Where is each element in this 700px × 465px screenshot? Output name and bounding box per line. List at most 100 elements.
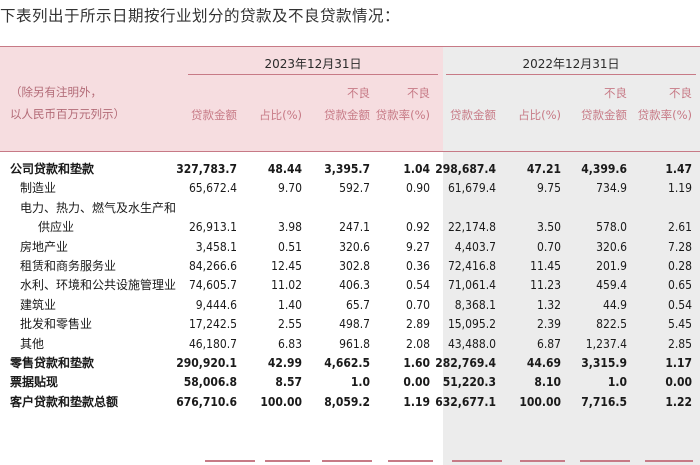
- row-value: 0.00: [403, 375, 430, 390]
- row-value: 44.9: [602, 297, 627, 312]
- row-value: 8,368.1: [454, 297, 496, 312]
- row-value: 51,220.3: [442, 375, 496, 390]
- period-2022: 2022年12月31日: [522, 57, 620, 71]
- row-value: 9.70: [277, 181, 302, 196]
- row-value: 65,672.4: [188, 181, 237, 196]
- row-value: 44.69: [526, 356, 561, 370]
- table-row: 零售贷款和垫款 290,920.1 42.99 4,662.5 1.60 282,769.…: [0, 354, 700, 373]
- row-label: 供应业: [38, 220, 75, 235]
- period-rule-2023: [188, 74, 438, 75]
- total-underline: [645, 460, 693, 462]
- row-value: 290,920.1: [176, 356, 237, 370]
- table-row: 公司贷款和垫款 327,783.7 48.44 3,395.7 1.04 298,687.…: [0, 160, 700, 179]
- column-header-line1: 不良: [669, 86, 692, 100]
- column-header-line2: 贷款金额: [191, 108, 237, 122]
- row-value: 17,242.5: [188, 317, 237, 332]
- row-value: 1.04: [403, 162, 430, 176]
- row-value: 3,315.9: [581, 356, 627, 370]
- row-value: 498.7: [339, 317, 370, 332]
- row-value: 201.9: [596, 259, 627, 273]
- table-row: 其他 46,180.7 6.83 961.8 2.08 43,488.0 6.87 1,237…: [0, 335, 700, 354]
- row-value: 15,095.2: [447, 317, 496, 332]
- row-value: 459.4: [596, 278, 627, 293]
- row-value: 11.45: [530, 259, 561, 273]
- row-value: 9.75: [536, 181, 561, 196]
- period-rule-2022: [446, 74, 696, 75]
- table-row: 批发和零售业 17,242.5 2.55 498.7 2.89 15,095.2 2.39 8…: [0, 315, 700, 334]
- row-value: 5.45: [667, 317, 692, 332]
- row-value: 1.19: [403, 394, 430, 409]
- row-value: 247.1: [339, 220, 370, 235]
- row-value: 3.98: [277, 220, 302, 235]
- row-value: 1.47: [665, 162, 692, 176]
- row-value: 2.55: [277, 317, 302, 332]
- row-value: 822.5: [596, 317, 627, 332]
- table-top-rule: [0, 46, 700, 47]
- row-value: 2.89: [405, 317, 430, 332]
- column-header-line1: 不良: [347, 86, 370, 100]
- row-value: 2.08: [405, 336, 430, 351]
- row-value: 58,006.8: [183, 375, 237, 390]
- column-header-line2: 占比(%): [259, 108, 302, 122]
- total-underline: [580, 460, 630, 462]
- row-value: 1,237.4: [585, 336, 627, 351]
- row-label: 客户贷款和垫款总额: [10, 394, 119, 409]
- table-row: 水利、环境和公共设施管理业 74,605.7 11.02 406.3 0.54 71,06…: [0, 276, 700, 295]
- row-value: 0.70: [536, 239, 561, 254]
- row-value: 8.10: [534, 375, 561, 390]
- table-row: 供应业 26,913.1 3.98 247.1 0.92 22,174.8 3.50 578.…: [0, 218, 700, 237]
- row-value: 6.87: [536, 336, 561, 351]
- row-value: 320.6: [339, 239, 370, 254]
- column-header-line2: 贷款率(%): [375, 108, 430, 122]
- row-label: 房地产业: [20, 239, 69, 254]
- row-value: 0.65: [667, 278, 692, 293]
- row-value: 0.54: [667, 297, 692, 312]
- table-row: 房地产业 3,458.1 0.51 320.6 9.27 4,403.7 0.70 320.6…: [0, 238, 700, 257]
- row-label: 批发和零售业: [20, 317, 93, 332]
- row-value: 72,416.8: [447, 259, 496, 273]
- row-value: 100.00: [260, 394, 302, 409]
- column-header-line2: 贷款率(%): [637, 108, 692, 122]
- row-value: 0.51: [277, 239, 302, 254]
- row-value: 0.36: [405, 259, 430, 273]
- row-value: 2.85: [667, 336, 692, 351]
- header-background: [0, 46, 443, 152]
- row-value: 320.6: [596, 239, 627, 254]
- total-underline: [520, 460, 565, 462]
- row-value: 1.22: [665, 394, 692, 409]
- column-header-line2: 贷款金额: [581, 108, 627, 122]
- row-value: 1.0: [607, 375, 627, 390]
- row-value: 302.8: [339, 259, 370, 273]
- total-underline: [265, 460, 310, 462]
- header-bottom-rule: [0, 151, 700, 152]
- row-value: 4,399.6: [581, 162, 627, 176]
- column-header-line2: 占比(%): [518, 108, 561, 122]
- row-value: 1.40: [277, 297, 302, 312]
- row-label: 公司贷款和垫款: [10, 162, 95, 176]
- unit-note-line-1: （除另有注明外，: [10, 85, 102, 99]
- row-value: 1.17: [665, 356, 692, 370]
- row-label: 电力、热力、燃气及水生产和: [20, 200, 177, 215]
- row-value: 74,605.7: [188, 278, 237, 293]
- row-value: 48.44: [267, 162, 302, 176]
- table-row: 票据贴现 58,006.8 8.57 1.0 0.00 51,220.3 8.10 1.0 0.…: [0, 373, 700, 392]
- row-value: 1.19: [667, 181, 692, 196]
- row-value: 578.0: [596, 220, 627, 235]
- row-value: 327,783.7: [176, 162, 237, 176]
- row-value: 71,061.4: [447, 278, 496, 293]
- total-underline: [388, 460, 433, 462]
- row-value: 0.28: [667, 259, 692, 273]
- row-value: 4,662.5: [324, 356, 370, 370]
- row-label: 租赁和商务服务业: [20, 259, 117, 273]
- row-value: 734.9: [596, 181, 627, 196]
- row-value: 3,458.1: [195, 239, 237, 254]
- table-row: 电力、热力、燃气及水生产和: [0, 199, 700, 218]
- row-value: 8.57: [275, 375, 302, 390]
- row-label: 水利、环境和公共设施管理业: [20, 278, 177, 293]
- row-label: 零售贷款和垫款: [10, 356, 95, 370]
- row-label: 其他: [20, 336, 45, 351]
- row-value: 6.83: [277, 336, 302, 351]
- intro-text: 下表列出于所示日期按行业划分的贷款及不良贷款情况：: [0, 7, 401, 25]
- row-value: 1.32: [536, 297, 561, 312]
- table-row: 制造业 65,672.4 9.70 592.7 0.90 61,679.4 9.75 734.…: [0, 179, 700, 198]
